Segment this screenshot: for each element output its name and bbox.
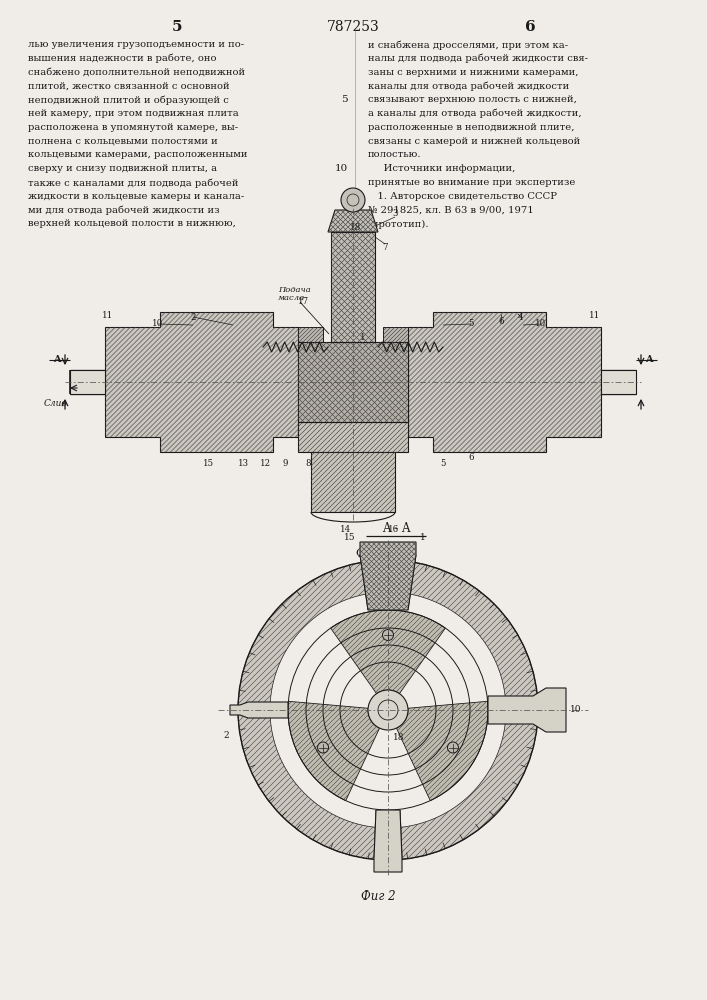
Circle shape [341, 188, 365, 212]
Text: A: A [645, 356, 653, 364]
Text: 3: 3 [392, 210, 397, 219]
Polygon shape [488, 688, 566, 732]
Polygon shape [374, 810, 402, 872]
Text: лью увеличения грузоподъемности и по-: лью увеличения грузоподъемности и по- [28, 40, 244, 49]
Text: а каналы для отвода рабочей жидкости,: а каналы для отвода рабочей жидкости, [368, 109, 582, 118]
Text: A - A: A - A [382, 522, 410, 535]
Text: 2: 2 [190, 312, 196, 322]
Text: заны с верхними и нижними камерами,: заны с верхними и нижними камерами, [368, 68, 578, 77]
Text: 10: 10 [535, 320, 547, 328]
Polygon shape [70, 370, 105, 394]
Text: Подача: Подача [278, 286, 311, 294]
Text: A: A [53, 356, 61, 364]
Text: 6: 6 [498, 318, 504, 326]
Polygon shape [383, 327, 408, 367]
Circle shape [368, 690, 408, 730]
Polygon shape [408, 312, 601, 452]
Polygon shape [298, 342, 408, 422]
Text: ней камеру, при этом подвижная плита: ней камеру, при этом подвижная плита [28, 109, 239, 118]
Text: 8: 8 [305, 460, 311, 468]
Text: 4: 4 [518, 312, 524, 322]
Text: Фиг 1: Фиг 1 [356, 547, 390, 560]
Polygon shape [238, 560, 538, 860]
Polygon shape [298, 422, 408, 452]
Text: 5: 5 [440, 460, 445, 468]
Text: плитой, жестко связанной с основной: плитой, жестко связанной с основной [28, 81, 230, 90]
Text: неподвижной плитой и образующей с: неподвижной плитой и образующей с [28, 95, 229, 105]
Text: Фиг 2: Фиг 2 [361, 890, 395, 903]
Circle shape [382, 630, 394, 641]
Text: принятые во внимание при экспертизе: принятые во внимание при экспертизе [368, 178, 575, 187]
Text: и снабжена дросселями, при этом ка-: и снабжена дросселями, при этом ка- [368, 40, 568, 49]
Text: полнена с кольцевыми полостями и: полнена с кольцевыми полостями и [28, 137, 218, 146]
Text: (прототип).: (прототип). [368, 219, 428, 229]
Text: 5: 5 [172, 20, 182, 34]
Text: 11: 11 [103, 310, 114, 320]
Polygon shape [298, 327, 323, 367]
Text: также с каналами для подвода рабочей: также с каналами для подвода рабочей [28, 178, 238, 188]
Text: 15: 15 [202, 460, 214, 468]
Text: 12: 12 [259, 460, 271, 468]
Polygon shape [331, 610, 445, 694]
Polygon shape [328, 210, 378, 232]
Text: ми для отвода рабочей жидкости из: ми для отвода рабочей жидкости из [28, 206, 220, 215]
Text: Источники информации,: Источники информации, [368, 164, 515, 173]
Text: расположена в упомянутой камере, вы-: расположена в упомянутой камере, вы- [28, 123, 238, 132]
Text: снабжено дополнительной неподвижной: снабжено дополнительной неподвижной [28, 68, 245, 77]
Text: 1. Авторское свидетельство СССР: 1. Авторское свидетельство СССР [368, 192, 557, 201]
Polygon shape [383, 397, 408, 437]
Text: связаны с камерой и нижней кольцевой: связаны с камерой и нижней кольцевой [368, 137, 580, 146]
Polygon shape [360, 542, 416, 610]
Text: каналы для отвода рабочей жидкости: каналы для отвода рабочей жидкости [368, 81, 569, 91]
Text: налы для подвода рабочей жидкости свя-: налы для подвода рабочей жидкости свя- [368, 54, 588, 63]
Text: 10: 10 [334, 164, 348, 173]
Text: масла: масла [278, 294, 305, 302]
Text: 14: 14 [339, 526, 351, 534]
Text: 18: 18 [351, 224, 361, 232]
Text: полостью.: полостью. [368, 150, 421, 159]
Text: 10: 10 [570, 706, 581, 714]
Polygon shape [601, 370, 636, 394]
Text: 5: 5 [468, 320, 474, 328]
Text: верхней кольцевой полости в нижнюю,: верхней кольцевой полости в нижнюю, [28, 219, 236, 228]
Text: № 291825, кл. В 63 в 9/00, 1971: № 291825, кл. В 63 в 9/00, 1971 [368, 206, 534, 215]
Polygon shape [311, 452, 395, 512]
Text: 9: 9 [282, 460, 288, 468]
Text: 5: 5 [341, 95, 348, 104]
Text: 13: 13 [238, 460, 248, 468]
Text: 6: 6 [525, 20, 535, 34]
Text: 2: 2 [223, 730, 229, 740]
Text: сверху и снизу подвижной плиты, а: сверху и снизу подвижной плиты, а [28, 164, 217, 173]
Text: 16: 16 [387, 526, 399, 534]
Text: 1: 1 [360, 332, 366, 342]
Text: расположенные в неподвижной плите,: расположенные в неподвижной плите, [368, 123, 575, 132]
Text: связывают верхнюю полость с нижней,: связывают верхнюю полость с нижней, [368, 95, 577, 104]
Text: 1: 1 [420, 533, 426, 542]
Polygon shape [288, 701, 380, 801]
Text: 18: 18 [393, 734, 404, 742]
Polygon shape [105, 312, 298, 452]
Polygon shape [331, 232, 375, 342]
Polygon shape [230, 702, 288, 718]
Text: 787253: 787253 [327, 20, 380, 34]
Text: 11: 11 [590, 310, 601, 320]
Text: жидкости в кольцевые камеры и канала-: жидкости в кольцевые камеры и канала- [28, 192, 244, 201]
Circle shape [317, 742, 329, 753]
Text: 7: 7 [382, 242, 387, 251]
Text: вышения надежности в работе, оно: вышения надежности в работе, оно [28, 54, 216, 63]
Circle shape [448, 742, 458, 753]
Text: 15: 15 [344, 533, 356, 542]
Text: 6: 6 [468, 452, 474, 462]
Text: 10: 10 [153, 320, 163, 328]
Polygon shape [397, 701, 488, 801]
Text: кольцевыми камерами, расположенными: кольцевыми камерами, расположенными [28, 150, 247, 159]
Text: Слив: Слив [43, 399, 67, 408]
Polygon shape [298, 397, 323, 437]
Text: 17: 17 [298, 298, 308, 306]
